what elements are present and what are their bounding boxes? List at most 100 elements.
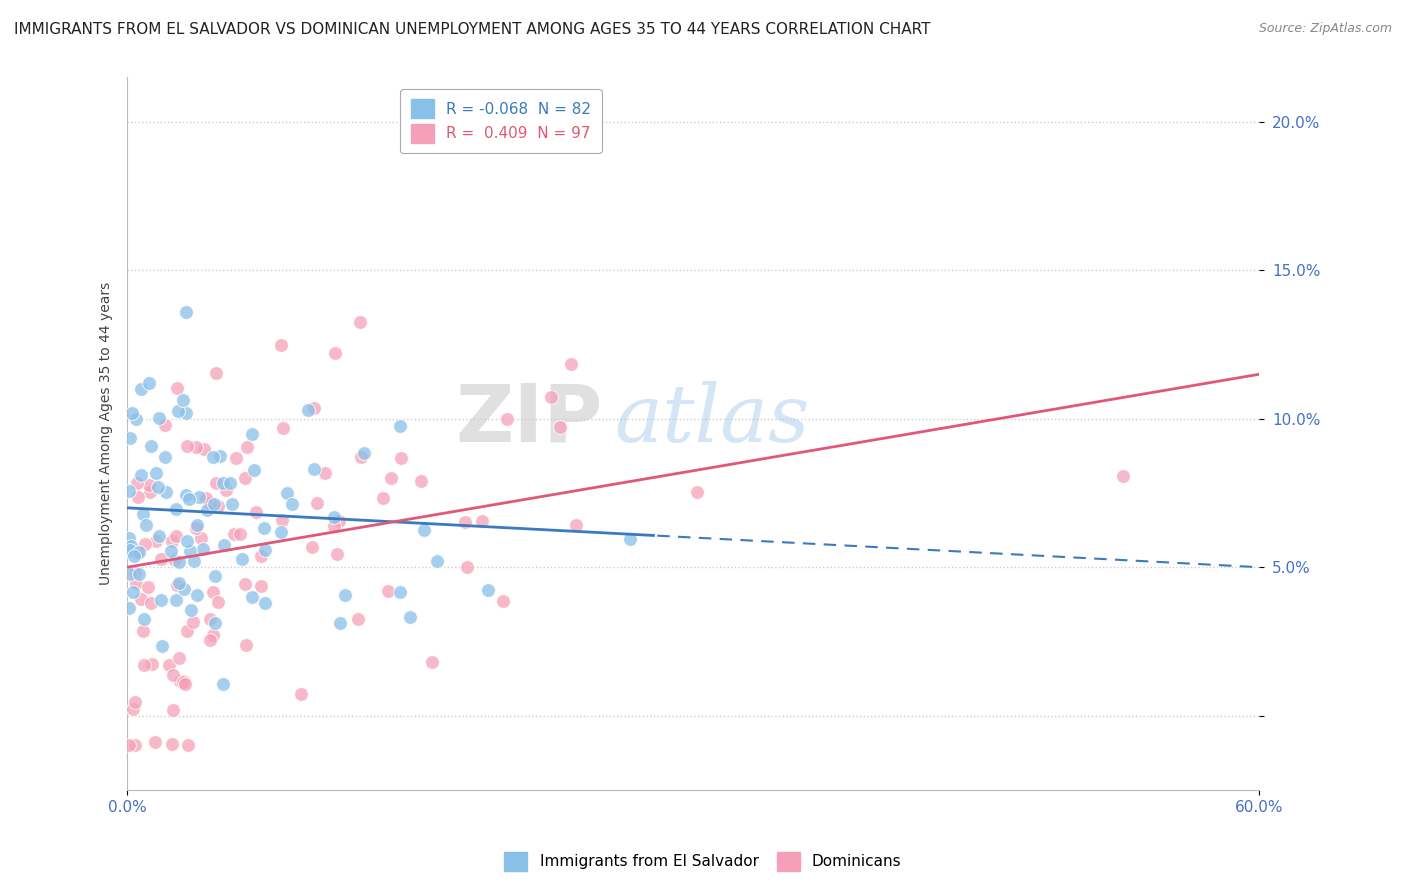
Point	[118, 600, 141, 615]
Text: ZIP: ZIP	[456, 380, 603, 458]
Point	[176, 440, 198, 454]
Point	[323, 346, 346, 360]
Point	[350, 450, 373, 464]
Point	[323, 509, 346, 524]
Point	[157, 658, 180, 673]
Point	[221, 497, 243, 511]
Point	[495, 412, 517, 426]
Point	[174, 488, 197, 502]
Point	[174, 677, 197, 691]
Point	[276, 486, 298, 500]
Point	[204, 615, 226, 630]
Point	[120, 566, 142, 581]
Point	[426, 554, 449, 568]
Point	[165, 529, 187, 543]
Point	[290, 687, 312, 701]
Point	[195, 502, 218, 516]
Point	[124, 566, 146, 581]
Point	[121, 701, 143, 715]
Point	[347, 612, 370, 626]
Point	[225, 451, 247, 466]
Point	[121, 585, 143, 599]
Point	[328, 514, 350, 528]
Point	[118, 531, 141, 545]
Point	[229, 527, 252, 541]
Point	[270, 338, 292, 352]
Point	[201, 628, 224, 642]
Point	[191, 542, 214, 557]
Point	[560, 358, 582, 372]
Point	[211, 476, 233, 491]
Point	[389, 584, 412, 599]
Point	[176, 624, 198, 638]
Point	[166, 381, 188, 395]
Point	[176, 534, 198, 549]
Point	[177, 739, 200, 753]
Point	[181, 615, 204, 629]
Point	[143, 735, 166, 749]
Point	[134, 658, 156, 673]
Point	[235, 440, 257, 454]
Point	[162, 668, 184, 682]
Point	[138, 477, 160, 491]
Point	[204, 475, 226, 490]
Point	[193, 442, 215, 456]
Point	[373, 491, 395, 505]
Point	[180, 603, 202, 617]
Point	[150, 552, 173, 566]
Point	[190, 531, 212, 545]
Text: atlas: atlas	[614, 381, 810, 458]
Point	[139, 484, 162, 499]
Point	[304, 462, 326, 476]
Point	[222, 527, 245, 541]
Point	[456, 560, 478, 574]
Point	[550, 419, 572, 434]
Point	[477, 582, 499, 597]
Point	[125, 476, 148, 491]
Point	[271, 420, 294, 434]
Point	[120, 431, 142, 445]
Point	[198, 632, 221, 647]
Point	[198, 612, 221, 626]
Point	[148, 528, 170, 542]
Point	[1111, 469, 1133, 483]
Point	[121, 406, 143, 420]
Point	[125, 576, 148, 591]
Point	[240, 426, 263, 441]
Point	[301, 541, 323, 555]
Point	[380, 471, 402, 485]
Point	[201, 450, 224, 465]
Point	[124, 412, 146, 426]
Point	[326, 547, 349, 561]
Point	[413, 523, 436, 537]
Point	[160, 738, 183, 752]
Point	[136, 580, 159, 594]
Point	[399, 610, 422, 624]
Point	[540, 390, 562, 404]
Point	[173, 673, 195, 688]
Text: IMMIGRANTS FROM EL SALVADOR VS DOMINICAN UNEMPLOYMENT AMONG AGES 35 TO 44 YEARS : IMMIGRANTS FROM EL SALVADOR VS DOMINICAN…	[14, 22, 931, 37]
Point	[305, 496, 328, 510]
Point	[254, 595, 277, 609]
Point	[169, 651, 191, 665]
Point	[186, 517, 208, 532]
Point	[233, 470, 256, 484]
Legend: R = -0.068  N = 82, R =  0.409  N = 97: R = -0.068 N = 82, R = 0.409 N = 97	[399, 88, 602, 153]
Point	[177, 492, 200, 507]
Point	[333, 589, 356, 603]
Point	[128, 566, 150, 581]
Point	[492, 594, 515, 608]
Point	[146, 479, 169, 493]
Point	[212, 677, 235, 691]
Point	[166, 578, 188, 592]
Point	[132, 624, 155, 638]
Point	[169, 673, 191, 688]
Point	[329, 615, 352, 630]
Point	[139, 596, 162, 610]
Point	[128, 545, 150, 559]
Point	[132, 612, 155, 626]
Point	[243, 463, 266, 477]
Point	[188, 490, 211, 504]
Point	[250, 578, 273, 592]
Point	[314, 466, 336, 480]
